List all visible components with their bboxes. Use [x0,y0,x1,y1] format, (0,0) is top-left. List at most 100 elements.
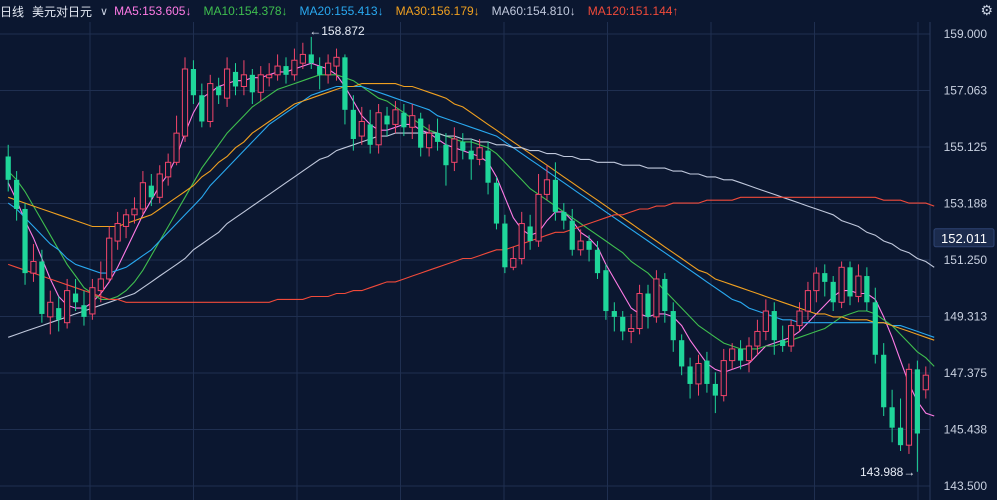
candle-body-down [679,340,685,367]
candle-body-down [308,54,314,64]
candle-body-down [22,208,28,274]
candle-body-down [771,311,777,341]
candle-body-up [855,275,862,297]
candle-body-down [914,369,920,434]
ma-legend-item: MA120:151.144↑ [587,4,679,18]
candle-body-down [56,308,62,320]
candle-body-down [830,281,836,303]
candle-body-down [350,109,356,139]
period-label[interactable]: 日线 [0,4,25,19]
candle-body-down [81,305,87,317]
candle-body-down [569,220,575,250]
candle-body-down [670,311,676,341]
candle-body-up [787,325,795,347]
ma-line-ma20 [7,85,935,338]
ma-legend-item: MA20:155.413↓ [299,4,384,18]
candle-body-up [813,272,820,292]
y-tick-label: 149.313 [944,309,988,323]
candle-body-down [603,270,609,312]
y-tick-label: 147.375 [944,366,988,380]
candle-body-down [780,340,786,347]
candle-body-up [720,360,727,397]
chart-header: 日线 美元对日元 ∨ MA5:153.605↓ MA10:154.378↓ MA20… [0,0,997,22]
chevron-down-icon[interactable]: ∨ [100,5,109,18]
candle-body-up [89,287,96,315]
candle-body-down [5,156,11,180]
ma-legend-item: MA30:156.179↓ [395,4,480,18]
candle-body-down [384,115,390,125]
candle-body-up [223,68,231,99]
candle-body-up [451,138,458,163]
candle-body-down [897,427,904,446]
candle-body-down [594,249,601,274]
candle-body-up [333,56,340,67]
candle-body-down [687,366,693,384]
candle-body-up [156,173,163,198]
candle-body-down [485,150,491,183]
ma-line-ma30 [8,83,935,341]
candle-body-down [847,267,853,297]
y-tick-label: 151.250 [944,253,988,267]
candle-body-up [106,237,113,280]
high-annotation: ←158.872 [309,24,365,38]
candle-body-down [401,112,407,128]
candle-body-down [14,179,20,209]
candle-body-down [527,226,533,242]
candle-body-up [804,290,812,312]
candle-body-down [317,66,323,75]
candle-body-up [122,214,130,227]
gear-icon[interactable]: ⚙ [980,2,993,18]
candle-body-down [502,223,508,268]
candle-body-down [493,182,500,224]
candle-body-up [114,223,121,242]
candle-body-up [181,68,189,137]
candle-body-up [266,74,273,79]
candle-body-down [822,273,828,282]
ma-line-ma10 [7,74,935,367]
y-tick-label: 145.438 [944,422,988,436]
candle-body-up [426,132,433,149]
candle-body-up [165,161,172,178]
candle-body-down [561,211,567,221]
candle-body-up [291,59,298,76]
ma-legend-item: MA10:154.378↓ [203,4,288,18]
candle-body-up [762,310,769,332]
current-price-label: 152.011 [941,231,987,246]
candle-body-up [905,368,913,446]
candle-body-down [216,86,222,96]
candle-body-up [510,258,517,268]
candle-body-down [367,124,373,145]
candle-body-up [409,115,416,128]
candle-body-up [796,310,803,327]
symbol-label[interactable]: 美元对日元 [32,4,93,19]
ma-legend-item: MA5:153.605↓ [114,4,192,18]
candle-body-down [342,57,348,110]
candle-body-up [240,74,248,87]
y-tick-label: 153.188 [944,196,988,210]
candle-body-up [695,363,702,385]
candle-body-up [97,278,104,292]
ma-legend: MA5:153.605↓ MA10:154.378↓ MA20:155.413↓ MA… [114,4,690,18]
y-tick-label: 155.125 [944,140,988,154]
candle-body-down [712,383,718,396]
candle-body-up [543,179,551,195]
ma-line-ma5 [7,62,935,417]
y-tick-label: 159.000 [944,27,988,41]
candle-body-down [190,68,197,96]
candle-body-down [199,95,205,122]
candle-body-up [299,53,306,64]
candle-body-down [148,185,154,198]
candle-body-up [653,278,660,318]
current-price-tag [933,228,995,248]
candle-body-up [628,328,635,332]
candle-body-down [460,141,466,151]
candle-body-down [620,316,626,332]
candle-body-down [864,276,870,303]
candle-body-down [39,261,45,314]
candle-body-up [274,65,281,76]
candle-body-down [443,144,449,166]
candle-body-up [535,193,542,242]
candle-body-down [552,179,559,212]
candle-body-down [737,348,744,361]
